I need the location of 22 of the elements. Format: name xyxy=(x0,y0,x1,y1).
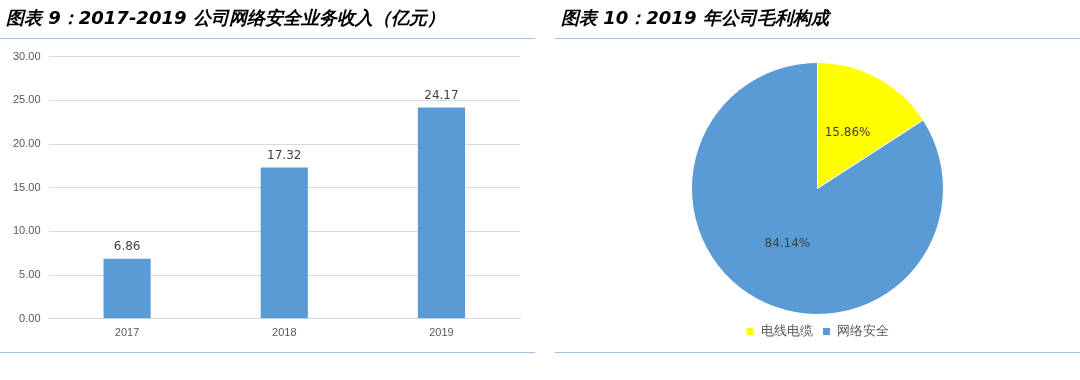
x-tick-label: 2017 xyxy=(114,326,140,339)
legend-label: 网络安全 xyxy=(837,323,889,339)
y-tick-label: 5.00 xyxy=(19,268,41,281)
data-label: 15.86% xyxy=(824,125,871,140)
y-tick-label: 15.00 xyxy=(13,180,41,193)
chart-title: 图表 9：2017-2019 公司网络安全业务收入（亿元） xyxy=(6,6,445,30)
y-tick-label: 0.00 xyxy=(19,311,41,324)
data-label: 17.32 xyxy=(267,147,302,162)
bar xyxy=(103,258,151,319)
x-tick-label: 2018 xyxy=(272,326,297,339)
x-tick-label: 2019 xyxy=(429,326,454,339)
chart-title: 图表 10：2019 年公司毛利构成 xyxy=(561,6,829,30)
data-label: 84.14% xyxy=(764,235,811,250)
y-tick-label: 30.00 xyxy=(13,49,41,62)
data-label: 24.17 xyxy=(424,87,459,102)
y-tick-label: 20.00 xyxy=(13,137,41,150)
legend-label: 电线电缆 xyxy=(760,323,813,339)
bar xyxy=(260,167,308,319)
data-label: 6.86 xyxy=(113,238,141,253)
y-tick-label: 25.00 xyxy=(13,93,41,106)
y-tick-label: 10.00 xyxy=(13,224,41,237)
bar xyxy=(417,107,465,319)
